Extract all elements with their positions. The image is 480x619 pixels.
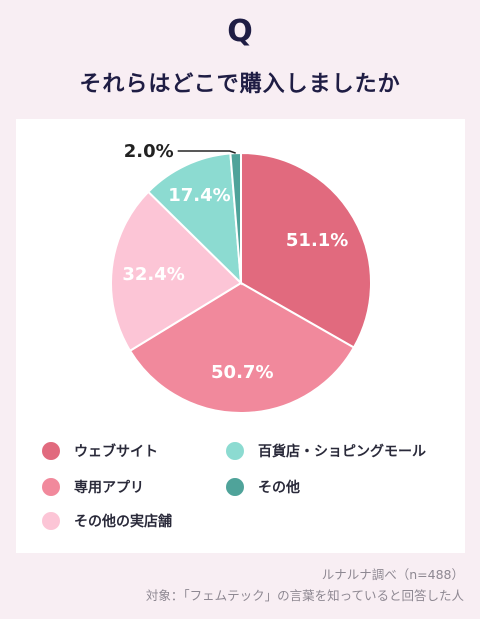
legend-item-department-store: 百貨店・ショピングモール <box>226 441 426 461</box>
legend-label: その他 <box>258 480 300 496</box>
slice-value-label-other: 2.0% <box>124 141 174 162</box>
legend-swatch <box>42 478 60 496</box>
legend-label: その他の実店舗 <box>74 514 172 530</box>
legend-swatch <box>42 512 60 530</box>
slice-value-label-other-store: 32.4% <box>122 264 184 285</box>
pie-chart: 51.1% 50.7% 32.4% 17.4% 2.0% <box>110 141 372 414</box>
legend-swatch <box>42 442 60 460</box>
slice-value-label-app: 50.7% <box>211 362 273 383</box>
source-line-2: 対象：「フェムテック」の言葉を知っていると回答した人 <box>145 588 464 603</box>
legend-swatch <box>226 478 244 496</box>
legend-label: 百貨店・ショピングモール <box>258 444 426 460</box>
legend-label: 専用アプリ <box>74 480 144 496</box>
chart-card: 51.1% 50.7% 32.4% 17.4% 2.0% ウェブサイト 百貨店・ショピン… <box>16 119 465 553</box>
legend: ウェブサイト 百貨店・ショピングモール 専用アプリ その他 その他の実店舗 <box>16 119 465 553</box>
source-line-1: ルナルナ調べ（n=488） <box>321 567 464 582</box>
callout-line-other <box>177 150 236 154</box>
legend-swatch <box>226 442 244 460</box>
pie-slice-department-store <box>146 152 243 286</box>
legend-item-other-store: その他の実店舗 <box>42 511 172 531</box>
pie-slice-other-store <box>110 190 243 353</box>
legend-label: ウェブサイト <box>74 444 158 460</box>
pie-slice-website <box>240 151 372 349</box>
question-title: それらはどこで購入しましたか <box>79 72 401 97</box>
source-note: ルナルナ調べ（n=488） 対象：「フェムテック」の言葉を知っていると回答した人 <box>146 564 464 606</box>
pie-slice-app <box>128 281 356 414</box>
legend-item-other: その他 <box>226 477 300 497</box>
slice-value-label-website: 51.1% <box>286 230 348 251</box>
legend-item-app: 専用アプリ <box>42 477 144 497</box>
legend-item-website: ウェブサイト <box>42 441 158 461</box>
slice-value-label-department-store: 17.4% <box>168 185 230 206</box>
question-mark: Q <box>227 14 253 49</box>
